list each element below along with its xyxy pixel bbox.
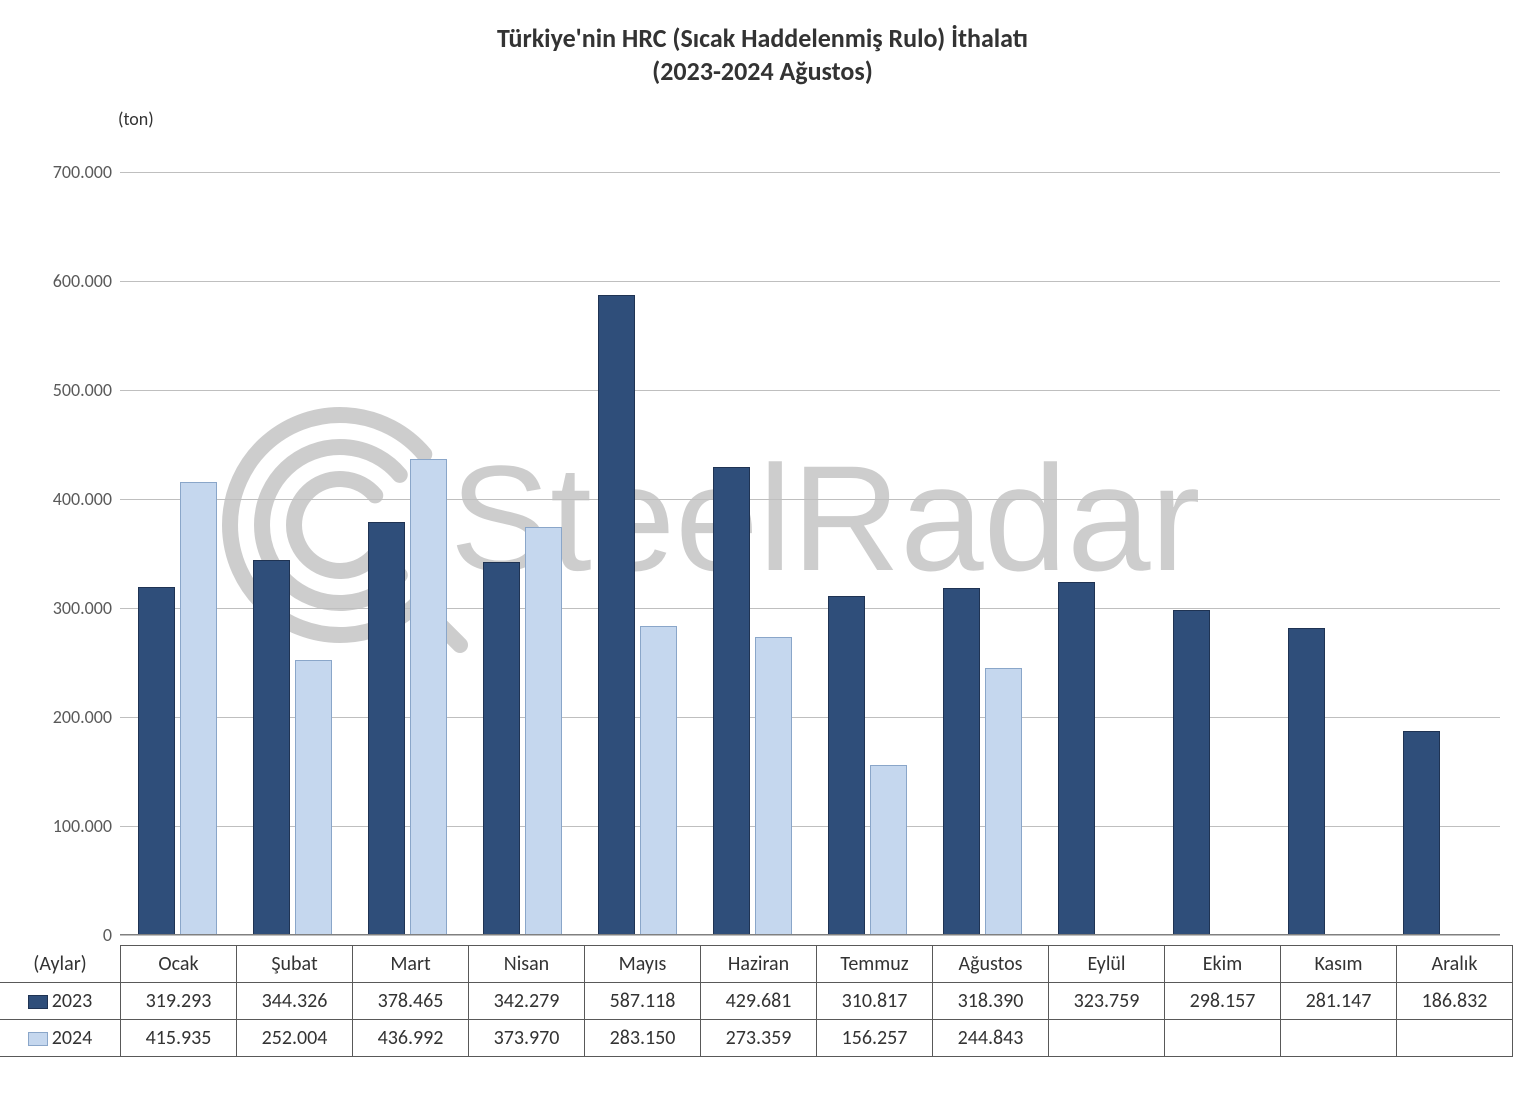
bar — [828, 596, 865, 935]
bar — [138, 587, 175, 935]
bar — [943, 588, 980, 935]
series-swatch-icon — [28, 995, 48, 1009]
month-header: Aralık — [1397, 946, 1513, 983]
bar — [1403, 731, 1440, 935]
month-header: Eylül — [1049, 946, 1165, 983]
data-cell: 415.935 — [121, 1020, 237, 1057]
chart-title-line1: Türkiye'nin HRC (Sıcak Haddelenmiş Rulo)… — [0, 22, 1525, 55]
plot-area: SteelRadar 0100.000200.000300.000400.000… — [120, 150, 1500, 935]
data-cell: 373.970 — [469, 1020, 585, 1057]
data-cell: 344.326 — [237, 983, 353, 1020]
data-cell: 323.759 — [1049, 983, 1165, 1020]
chart-title-line2: (2023-2024 Ağustos) — [0, 55, 1525, 88]
bar — [640, 626, 677, 935]
y-tick-label: 700.000 — [53, 161, 120, 183]
y-axis-unit-label: (ton) — [118, 108, 154, 130]
data-cell: 298.157 — [1165, 983, 1281, 1020]
month-header: Ekim — [1165, 946, 1281, 983]
table-row: 2023 319.293344.326378.465342.279587.1184… — [0, 983, 1513, 1020]
month-header: Kasım — [1281, 946, 1397, 983]
bar — [410, 459, 447, 935]
month-header: Haziran — [701, 946, 817, 983]
y-tick-label: 500.000 — [53, 379, 120, 401]
data-cell: 244.843 — [933, 1020, 1049, 1057]
month-header: Ağustos — [933, 946, 1049, 983]
bar — [525, 527, 562, 935]
data-cell: 310.817 — [817, 983, 933, 1020]
data-cell: 342.279 — [469, 983, 585, 1020]
month-header: Şubat — [237, 946, 353, 983]
month-header: Nisan — [469, 946, 585, 983]
data-cell: 436.992 — [353, 1020, 469, 1057]
bar — [180, 482, 217, 935]
gridline — [120, 935, 1500, 936]
data-table: (Aylar)OcakŞubatMartNisanMayısHaziranTem… — [0, 945, 1513, 1057]
y-tick-label: 0 — [103, 924, 120, 946]
series-swatch-icon — [28, 1032, 48, 1046]
month-header: Temmuz — [817, 946, 933, 983]
bar — [985, 668, 1022, 935]
bar — [870, 765, 907, 935]
chart-title: Türkiye'nin HRC (Sıcak Haddelenmiş Rulo)… — [0, 22, 1525, 87]
y-tick-label: 400.000 — [53, 488, 120, 510]
bar — [1288, 628, 1325, 935]
data-cell: 587.118 — [585, 983, 701, 1020]
month-header: Mayıs — [585, 946, 701, 983]
x-axis-baseline — [120, 934, 1500, 935]
series-header-cell: 2023 — [0, 983, 121, 1020]
data-cell: 283.150 — [585, 1020, 701, 1057]
bars-layer — [120, 150, 1500, 935]
bar — [755, 637, 792, 935]
bar — [368, 522, 405, 935]
data-cell: 378.465 — [353, 983, 469, 1020]
data-cell: 186.832 — [1397, 983, 1513, 1020]
data-cell: 252.004 — [237, 1020, 353, 1057]
table-header-row: (Aylar)OcakŞubatMartNisanMayısHaziranTem… — [0, 946, 1513, 983]
data-cell: 318.390 — [933, 983, 1049, 1020]
row-header-months: (Aylar) — [0, 946, 121, 983]
data-cell: 281.147 — [1281, 983, 1397, 1020]
chart-container: Türkiye'nin HRC (Sıcak Haddelenmiş Rulo)… — [0, 0, 1525, 1093]
data-cell: 429.681 — [701, 983, 817, 1020]
bar — [295, 660, 332, 935]
series-name-label: 2024 — [52, 1027, 93, 1051]
bar — [1173, 610, 1210, 935]
bar — [713, 467, 750, 935]
bar — [598, 295, 635, 935]
y-tick-label: 200.000 — [53, 706, 120, 728]
data-cell — [1281, 1020, 1397, 1057]
data-cell — [1049, 1020, 1165, 1057]
data-cell: 273.359 — [701, 1020, 817, 1057]
bar — [1058, 582, 1095, 935]
data-cell — [1397, 1020, 1513, 1057]
bar — [253, 560, 290, 935]
table-row: 2024415.935252.004436.992373.970283.1502… — [0, 1020, 1513, 1057]
series-header-cell: 2024 — [0, 1020, 121, 1057]
bar — [483, 562, 520, 935]
month-header: Ocak — [121, 946, 237, 983]
month-header: Mart — [353, 946, 469, 983]
data-cell: 156.257 — [817, 1020, 933, 1057]
y-tick-label: 600.000 — [53, 270, 120, 292]
data-cell — [1165, 1020, 1281, 1057]
y-tick-label: 100.000 — [53, 815, 120, 837]
data-cell: 319.293 — [121, 983, 237, 1020]
series-name-label: 2023 — [52, 990, 93, 1014]
y-tick-label: 300.000 — [53, 597, 120, 619]
